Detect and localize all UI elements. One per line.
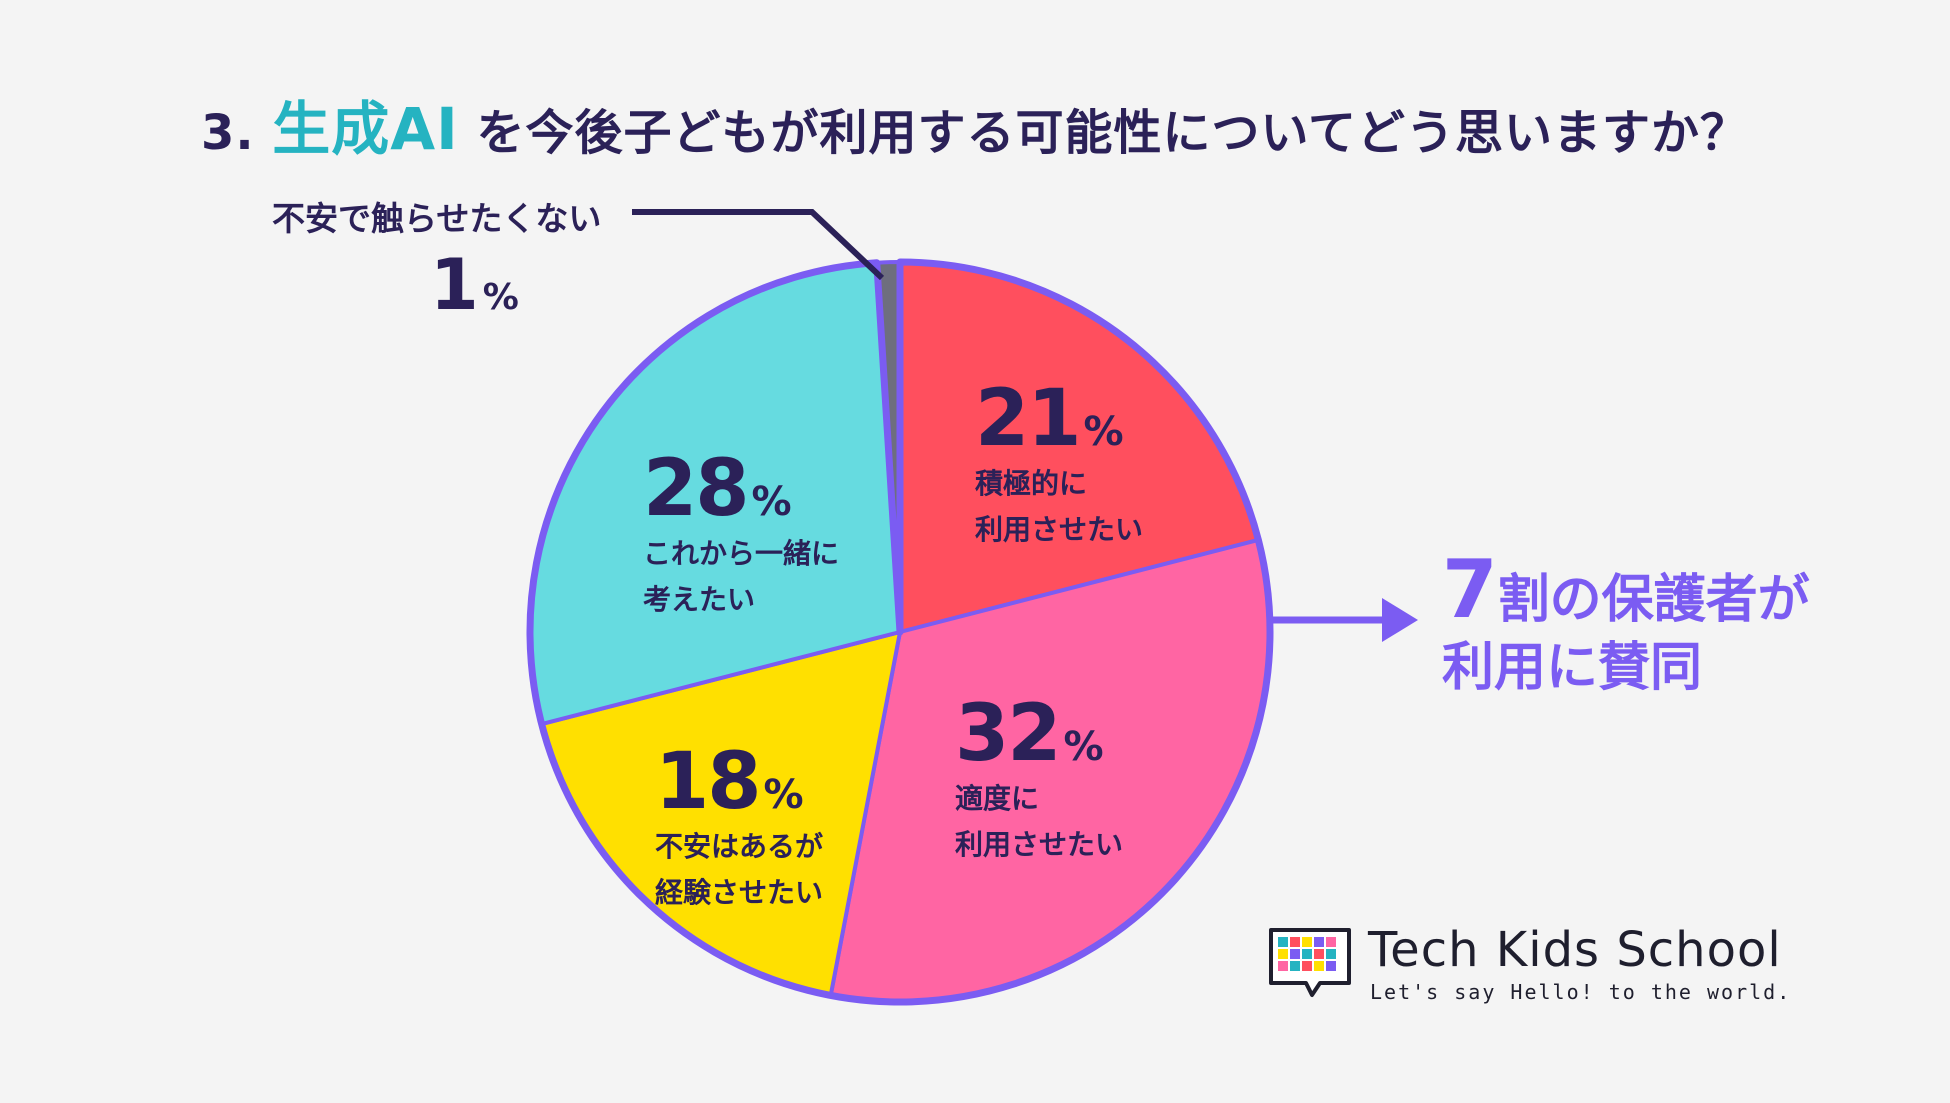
summary-line-2: 利用に賛同 xyxy=(1442,638,1703,698)
slice-value-0: 21 xyxy=(975,374,1082,464)
title-prefix: 3. xyxy=(200,105,273,161)
summary-callout: 7割の保護者が 利用に賛同 xyxy=(1442,550,1810,698)
slice-desc-2-line-1: 不安はあるが xyxy=(655,830,824,863)
percent-sign: % xyxy=(751,479,792,525)
chart-title: 3. 生成AI を今後子どもが利用する可能性についてどう思いますか？ xyxy=(0,82,1950,166)
slice-desc-3-line-1: これから一緒に xyxy=(643,537,840,570)
percent-sign: % xyxy=(763,772,804,818)
slice-label-1: 32% 適度に 利用させたい xyxy=(955,695,1123,865)
title-rest: を今後子どもが利用する可能性についてどう思いますか？ xyxy=(458,105,1750,161)
slice-value-number-4: 1 xyxy=(430,244,479,326)
slice-desc-1-line-2: 利用させたい xyxy=(955,828,1124,861)
slice-label-text-4: 不安で触らせたくない xyxy=(272,199,602,238)
slice-label-0: 21% 積極的に 利用させたい xyxy=(975,380,1143,550)
slice-desc-0-line-1: 積極的に xyxy=(975,467,1088,500)
summary-big-number: 7 xyxy=(1442,543,1498,636)
brand-name: Tech Kids School xyxy=(1368,922,1782,978)
slice-value-3: 28 xyxy=(643,444,750,534)
slice-value-1: 32 xyxy=(955,689,1062,779)
slice-label-3: 28% これから一緒に 考えたい xyxy=(643,450,839,620)
callout-leader xyxy=(632,209,885,281)
summary-arrow xyxy=(1270,598,1418,642)
brand-logo-icon xyxy=(1269,928,1351,997)
slice-desc-2-line-2: 経験させたい xyxy=(655,876,824,909)
brand-tagline: Let's say Hello! to the world. xyxy=(1370,980,1792,1004)
slice-desc-0-line-2: 利用させたい xyxy=(975,513,1144,546)
percent-sign: % xyxy=(1063,724,1104,770)
slice-value-4: 1% xyxy=(430,250,519,320)
slice-label-2: 18% 不安はあるが 経験させたい xyxy=(655,743,823,913)
summary-line-1: 割の保護者が xyxy=(1497,570,1810,630)
slice-desc-1-line-1: 適度に xyxy=(955,782,1040,815)
highlight-outline xyxy=(526,258,1274,1006)
title-accent: 生成AI xyxy=(272,95,459,163)
percent-sign: % xyxy=(482,277,519,318)
percent-sign: % xyxy=(1083,409,1124,455)
slice-desc-3-line-2: 考えたい xyxy=(643,583,756,616)
slice-value-2: 18 xyxy=(655,737,762,827)
